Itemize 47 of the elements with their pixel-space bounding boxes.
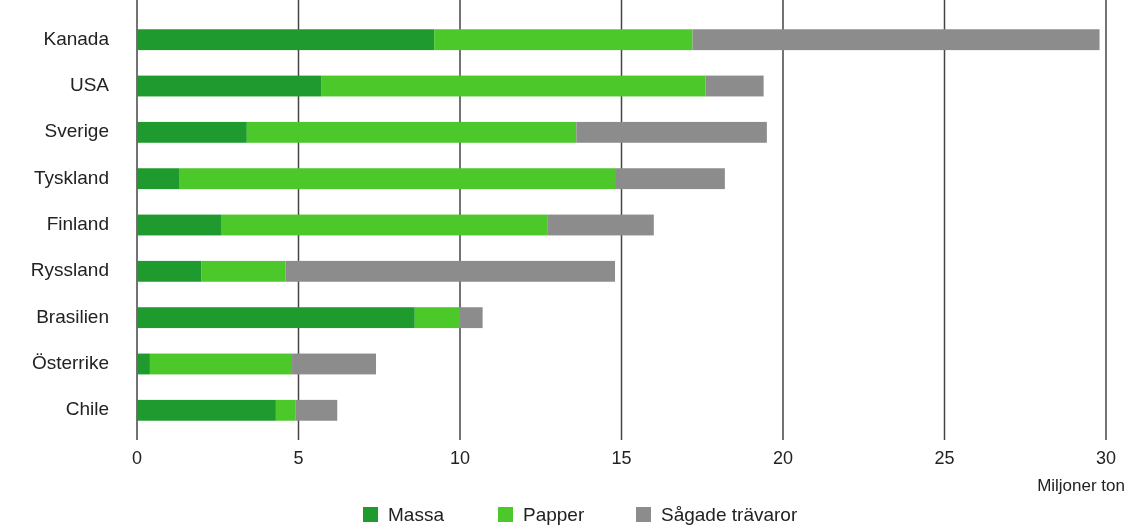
bar — [295, 399, 338, 421]
bar — [137, 121, 247, 143]
bar — [275, 399, 296, 421]
y-tick-label: Österrike — [31, 352, 109, 373]
bar — [137, 399, 276, 421]
x-tick-label: 25 — [934, 448, 955, 468]
y-tick-label: USA — [69, 74, 110, 96]
y-tick-label: Tyskland — [34, 166, 109, 188]
bar — [137, 75, 322, 97]
bar — [137, 214, 221, 236]
bar — [292, 353, 377, 375]
x-tick-label: 30 — [1095, 448, 1117, 468]
bar — [285, 260, 616, 282]
bar — [246, 121, 577, 143]
bar — [615, 168, 725, 190]
bar — [692, 29, 1100, 51]
bar — [705, 75, 764, 97]
y-tick-label: Chile — [65, 398, 109, 420]
bar — [137, 29, 435, 51]
y-tick-label: Finland — [46, 213, 109, 235]
y-tick-label: Ryssland — [30, 259, 109, 281]
x-tick-label: 0 — [131, 448, 143, 468]
bar — [137, 260, 202, 282]
y-tick-label: Sverige — [44, 120, 109, 142]
x-tick-label: 20 — [772, 448, 794, 468]
bar — [220, 214, 548, 236]
bar — [321, 75, 706, 97]
bar — [547, 214, 654, 236]
x-tick-label: 15 — [611, 448, 632, 468]
x-tick-label: 10 — [449, 448, 471, 468]
legend-label: Papper — [523, 504, 585, 525]
bar — [178, 168, 616, 190]
x-axis-title: Miljoner ton — [1037, 476, 1125, 495]
x-tick-label: 5 — [293, 448, 304, 468]
bar — [149, 353, 293, 375]
y-tick-label: Kanada — [43, 27, 110, 49]
bar — [576, 121, 767, 143]
legend-label: Massa — [388, 504, 445, 525]
y-tick-label: Brasilien — [36, 305, 109, 327]
bar — [414, 307, 460, 329]
bar — [434, 29, 693, 51]
bar — [460, 307, 483, 329]
bar — [201, 260, 286, 282]
bar — [137, 353, 150, 375]
bar — [137, 307, 415, 329]
legend-label: Sågade trävaror — [661, 504, 798, 525]
bar — [137, 168, 179, 190]
